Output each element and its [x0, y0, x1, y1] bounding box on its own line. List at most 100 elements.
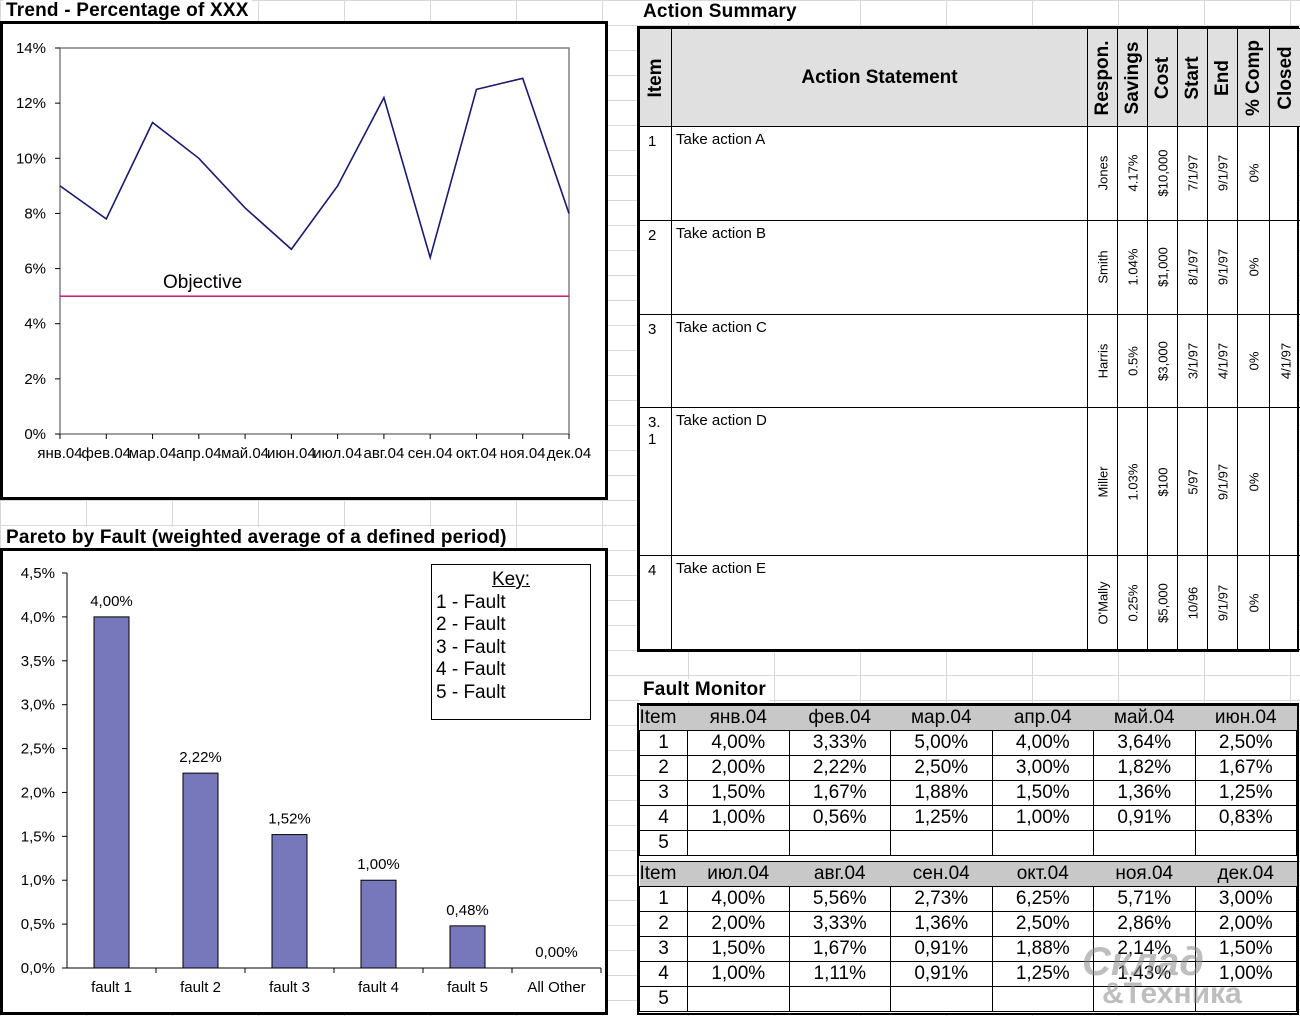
- pareto-data-label: 1,00%: [357, 856, 400, 873]
- fm-header-row: Item янв.04 фев.04 мар.04 апр.04 май.04 июн.04: [639, 705, 1297, 731]
- col-header-cost: Cost: [1147, 28, 1178, 127]
- fm-month-header: окт.04: [992, 861, 1094, 887]
- action-statement: Take action B: [671, 219, 1088, 315]
- action-respon: O'Mally: [1087, 555, 1118, 650]
- fm-row: 1 4,00% 5,56% 2,73% 6,25% 5,71% 3,00%: [639, 886, 1297, 912]
- action-start: 7/1/97: [1177, 126, 1208, 221]
- pareto-y-tick-label: 2,5%: [21, 741, 55, 758]
- objective-label: Objective: [163, 272, 242, 293]
- fm-item-cell: 1: [639, 886, 688, 912]
- pareto-bar: [360, 879, 397, 969]
- action-end: 9/1/97: [1207, 219, 1238, 315]
- trend-y-tick-label: 0%: [24, 426, 46, 443]
- fm-month-header: дек.04: [1195, 861, 1297, 887]
- fm-value-cell: 2,73%: [890, 886, 993, 912]
- fm-value-cell: 1,67%: [788, 780, 891, 806]
- fm-value-cell: 1,25%: [1194, 780, 1297, 806]
- fm-value-cell: 1,43%: [1093, 961, 1196, 987]
- col-header-comp: % Comp: [1237, 28, 1270, 127]
- fm-value-cell: 1,67%: [1194, 755, 1297, 781]
- fm-value-cell: 2,00%: [687, 911, 790, 937]
- action-statement: Take action C: [671, 313, 1088, 409]
- fm-value-cell: [991, 986, 1094, 1012]
- trend-y-tick-label: 2%: [24, 371, 46, 388]
- fm-value-cell: 2,50%: [890, 755, 993, 781]
- action-cost: $5,000: [1147, 555, 1178, 650]
- fm-value-cell: 2,86%: [1093, 911, 1196, 937]
- fm-row: 4 1,00% 0,56% 1,25% 1,00% 0,91% 0,83%: [639, 805, 1297, 831]
- pareto-x-tick-label: fault 4: [358, 979, 399, 996]
- action-summary-table: Item Action Statement Respon. Savings Co…: [637, 26, 1300, 652]
- action-row: 1 Take action A Jones 4.17% $10,000 7/1/97 9/1…: [639, 126, 1300, 221]
- trend-series-line: [59, 77, 570, 261]
- fm-row: 2 2,00% 3,33% 1,36% 2,50% 2,86% 2,00%: [639, 911, 1297, 937]
- trend-x-tick-label: авг.04: [364, 445, 405, 462]
- fm-value-cell: [788, 986, 891, 1012]
- fm-value-cell: 0,83%: [1194, 805, 1297, 831]
- fm-value-cell: 3,33%: [788, 730, 891, 756]
- pareto-bar: [271, 834, 308, 969]
- fm-month-header: апр.04: [992, 705, 1094, 731]
- action-comp: 0%: [1237, 407, 1270, 557]
- fm-month-header: май.04: [1093, 705, 1195, 731]
- fm-item-cell: 3: [639, 936, 688, 962]
- fm-value-cell: 1,00%: [1194, 961, 1297, 987]
- fm-row: 2 2,00% 2,22% 2,50% 3,00% 1,82% 1,67%: [639, 755, 1297, 781]
- action-item-number: 1: [639, 126, 672, 221]
- pareto-x-tick-label: fault 1: [91, 979, 132, 996]
- fm-row: 3 1,50% 1,67% 0,91% 1,88% 2,14% 1,50%: [639, 936, 1297, 962]
- action-closed: [1269, 555, 1300, 650]
- fm-row: 3 1,50% 1,67% 1,88% 1,50% 1,36% 1,25%: [639, 780, 1297, 806]
- fm-value-cell: 1,50%: [687, 936, 790, 962]
- trend-x-tick-label: дек.04: [547, 445, 592, 462]
- fm-value-cell: [890, 986, 993, 1012]
- action-closed: [1269, 126, 1300, 221]
- action-end: 9/1/97: [1207, 126, 1238, 221]
- fm-value-cell: [1093, 986, 1196, 1012]
- col-header-start: Start: [1177, 28, 1208, 127]
- fm-value-cell: [1194, 830, 1297, 856]
- pareto-y-tick-label: 4,0%: [21, 609, 55, 626]
- col-header-item: Item: [639, 28, 672, 127]
- pareto-data-label: 1,52%: [268, 811, 311, 828]
- pareto-y-tick-label: 3,5%: [21, 653, 55, 670]
- pareto-x-tick-label: fault 2: [180, 979, 221, 996]
- fm-item-cell: 1: [639, 730, 688, 756]
- action-closed: [1269, 407, 1300, 557]
- fm-row: 5: [639, 830, 1297, 856]
- fm-value-cell: 3,00%: [1194, 886, 1297, 912]
- trend-chart-box: 0% 2% 4% 6% 8% 10% 12% 14% янв.04 фев.04 мар.04 апр…: [0, 21, 608, 500]
- fm-value-cell: 1,88%: [890, 780, 993, 806]
- action-start: 5/97: [1177, 407, 1208, 557]
- pareto-data-label: 4,00%: [90, 593, 133, 610]
- action-comp: 0%: [1237, 219, 1270, 315]
- fm-value-cell: 5,00%: [890, 730, 993, 756]
- action-start: 3/1/97: [1177, 313, 1208, 409]
- fm-value-cell: 1,88%: [991, 936, 1094, 962]
- fm-value-cell: 4,00%: [991, 730, 1094, 756]
- fm-value-cell: 4,00%: [687, 886, 790, 912]
- fm-value-cell: 4,00%: [687, 730, 790, 756]
- action-savings: 0.5%: [1117, 313, 1148, 409]
- action-savings: 4.17%: [1117, 126, 1148, 221]
- fm-value-cell: [1093, 830, 1196, 856]
- fm-value-cell: 1,36%: [890, 911, 993, 937]
- key-item: 2 - Fault: [436, 614, 506, 635]
- trend-plot-area: [59, 47, 570, 435]
- action-respon: Jones: [1087, 126, 1118, 221]
- action-cost: $1,000: [1147, 219, 1178, 315]
- action-start: 8/1/97: [1177, 219, 1208, 315]
- pareto-y-tick-label: 1,0%: [21, 872, 55, 889]
- fm-item-cell: 3: [639, 780, 688, 806]
- col-header-closed: Closed: [1269, 28, 1300, 127]
- action-savings: 1.04%: [1117, 219, 1148, 315]
- fm-value-cell: 2,14%: [1093, 936, 1196, 962]
- fm-value-cell: 1,25%: [991, 961, 1094, 987]
- action-savings: 0.25%: [1117, 555, 1148, 650]
- pareto-y-tick-label: 2,0%: [21, 784, 55, 801]
- action-summary-title: Action Summary: [640, 1, 800, 23]
- trend-x-tick-label: окт.04: [456, 445, 497, 462]
- key-item: 5 - Fault: [436, 681, 506, 703]
- fm-value-cell: 0,91%: [890, 961, 993, 987]
